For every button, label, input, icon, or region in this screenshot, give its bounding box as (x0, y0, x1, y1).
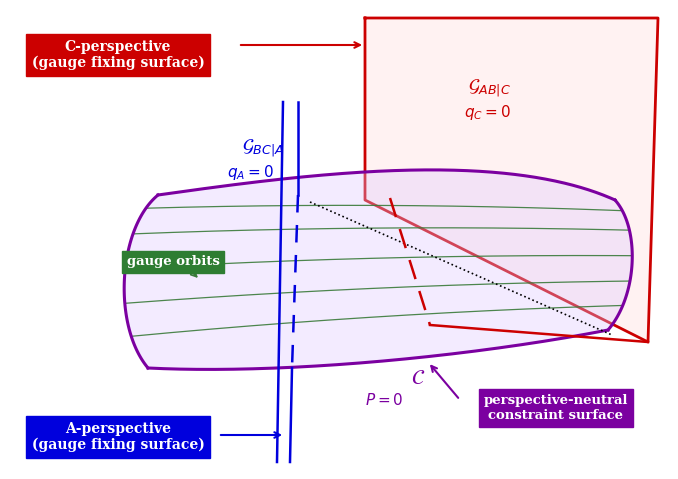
Text: perspective-neutral
constraint surface: perspective-neutral constraint surface (483, 394, 629, 422)
Text: $q_C = 0$: $q_C = 0$ (464, 103, 511, 122)
Text: $\mathcal{G}_{AB|C}$: $\mathcal{G}_{AB|C}$ (468, 78, 511, 99)
Text: A-perspective
(gauge fixing surface): A-perspective (gauge fixing surface) (32, 422, 205, 452)
Text: C-perspective
(gauge fixing surface): C-perspective (gauge fixing surface) (32, 40, 205, 70)
Polygon shape (365, 18, 658, 342)
Text: $P = 0$: $P = 0$ (365, 392, 403, 408)
Text: $\mathcal{G}_{BC|A}$: $\mathcal{G}_{BC|A}$ (242, 137, 284, 159)
Text: $\mathcal{C}$: $\mathcal{C}$ (411, 368, 425, 388)
Text: gauge orbits: gauge orbits (127, 255, 220, 269)
Polygon shape (124, 170, 633, 369)
Text: $q_A = 0$: $q_A = 0$ (226, 162, 273, 182)
